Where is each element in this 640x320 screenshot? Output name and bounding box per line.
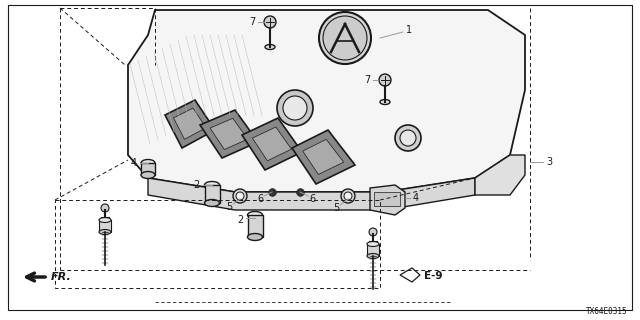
Circle shape	[277, 90, 313, 126]
Bar	[55, 200, 380, 288]
Circle shape	[264, 16, 276, 28]
Text: 3: 3	[546, 157, 552, 167]
Ellipse shape	[248, 234, 262, 241]
Ellipse shape	[99, 229, 111, 235]
Circle shape	[101, 204, 109, 212]
Polygon shape	[210, 118, 248, 149]
Ellipse shape	[205, 181, 220, 188]
Circle shape	[341, 189, 355, 203]
Text: FR.: FR.	[51, 272, 72, 282]
Polygon shape	[475, 155, 525, 195]
Circle shape	[369, 228, 377, 236]
Polygon shape	[292, 130, 355, 184]
Polygon shape	[252, 127, 291, 161]
Circle shape	[319, 12, 371, 64]
Text: TX64E0315: TX64E0315	[586, 307, 627, 316]
Polygon shape	[148, 178, 475, 210]
Ellipse shape	[248, 212, 262, 219]
Polygon shape	[242, 118, 302, 170]
Text: 5: 5	[226, 202, 232, 212]
Polygon shape	[200, 110, 258, 158]
Polygon shape	[400, 268, 420, 282]
Text: 2: 2	[193, 180, 199, 190]
Bar	[141, 163, 155, 175]
Ellipse shape	[141, 172, 155, 179]
Polygon shape	[128, 10, 525, 192]
Bar	[374, 192, 400, 206]
Circle shape	[344, 192, 352, 200]
Ellipse shape	[141, 159, 155, 166]
Text: 1: 1	[406, 25, 412, 35]
Text: 6: 6	[257, 194, 263, 204]
Polygon shape	[165, 100, 215, 148]
Text: E-9: E-9	[424, 271, 442, 281]
Bar	[99, 220, 111, 232]
Ellipse shape	[367, 253, 379, 259]
Circle shape	[400, 130, 416, 146]
Ellipse shape	[99, 218, 111, 222]
Text: 7: 7	[364, 75, 370, 85]
Polygon shape	[173, 108, 206, 139]
Text: 5: 5	[333, 203, 339, 213]
Bar	[205, 185, 220, 203]
Text: 4: 4	[131, 158, 137, 168]
Ellipse shape	[265, 44, 275, 50]
Polygon shape	[370, 185, 405, 215]
Ellipse shape	[205, 199, 220, 206]
Bar	[248, 215, 263, 237]
Circle shape	[236, 192, 244, 200]
Text: 4: 4	[413, 193, 419, 203]
Text: 7: 7	[249, 17, 255, 27]
Circle shape	[283, 96, 307, 120]
Text: 2: 2	[237, 215, 243, 225]
Ellipse shape	[380, 100, 390, 105]
Bar	[367, 244, 379, 256]
Polygon shape	[303, 140, 344, 174]
Circle shape	[323, 16, 367, 60]
Circle shape	[395, 125, 421, 151]
Text: 6: 6	[309, 194, 315, 204]
Circle shape	[233, 189, 247, 203]
Ellipse shape	[367, 242, 379, 246]
Circle shape	[379, 74, 391, 86]
